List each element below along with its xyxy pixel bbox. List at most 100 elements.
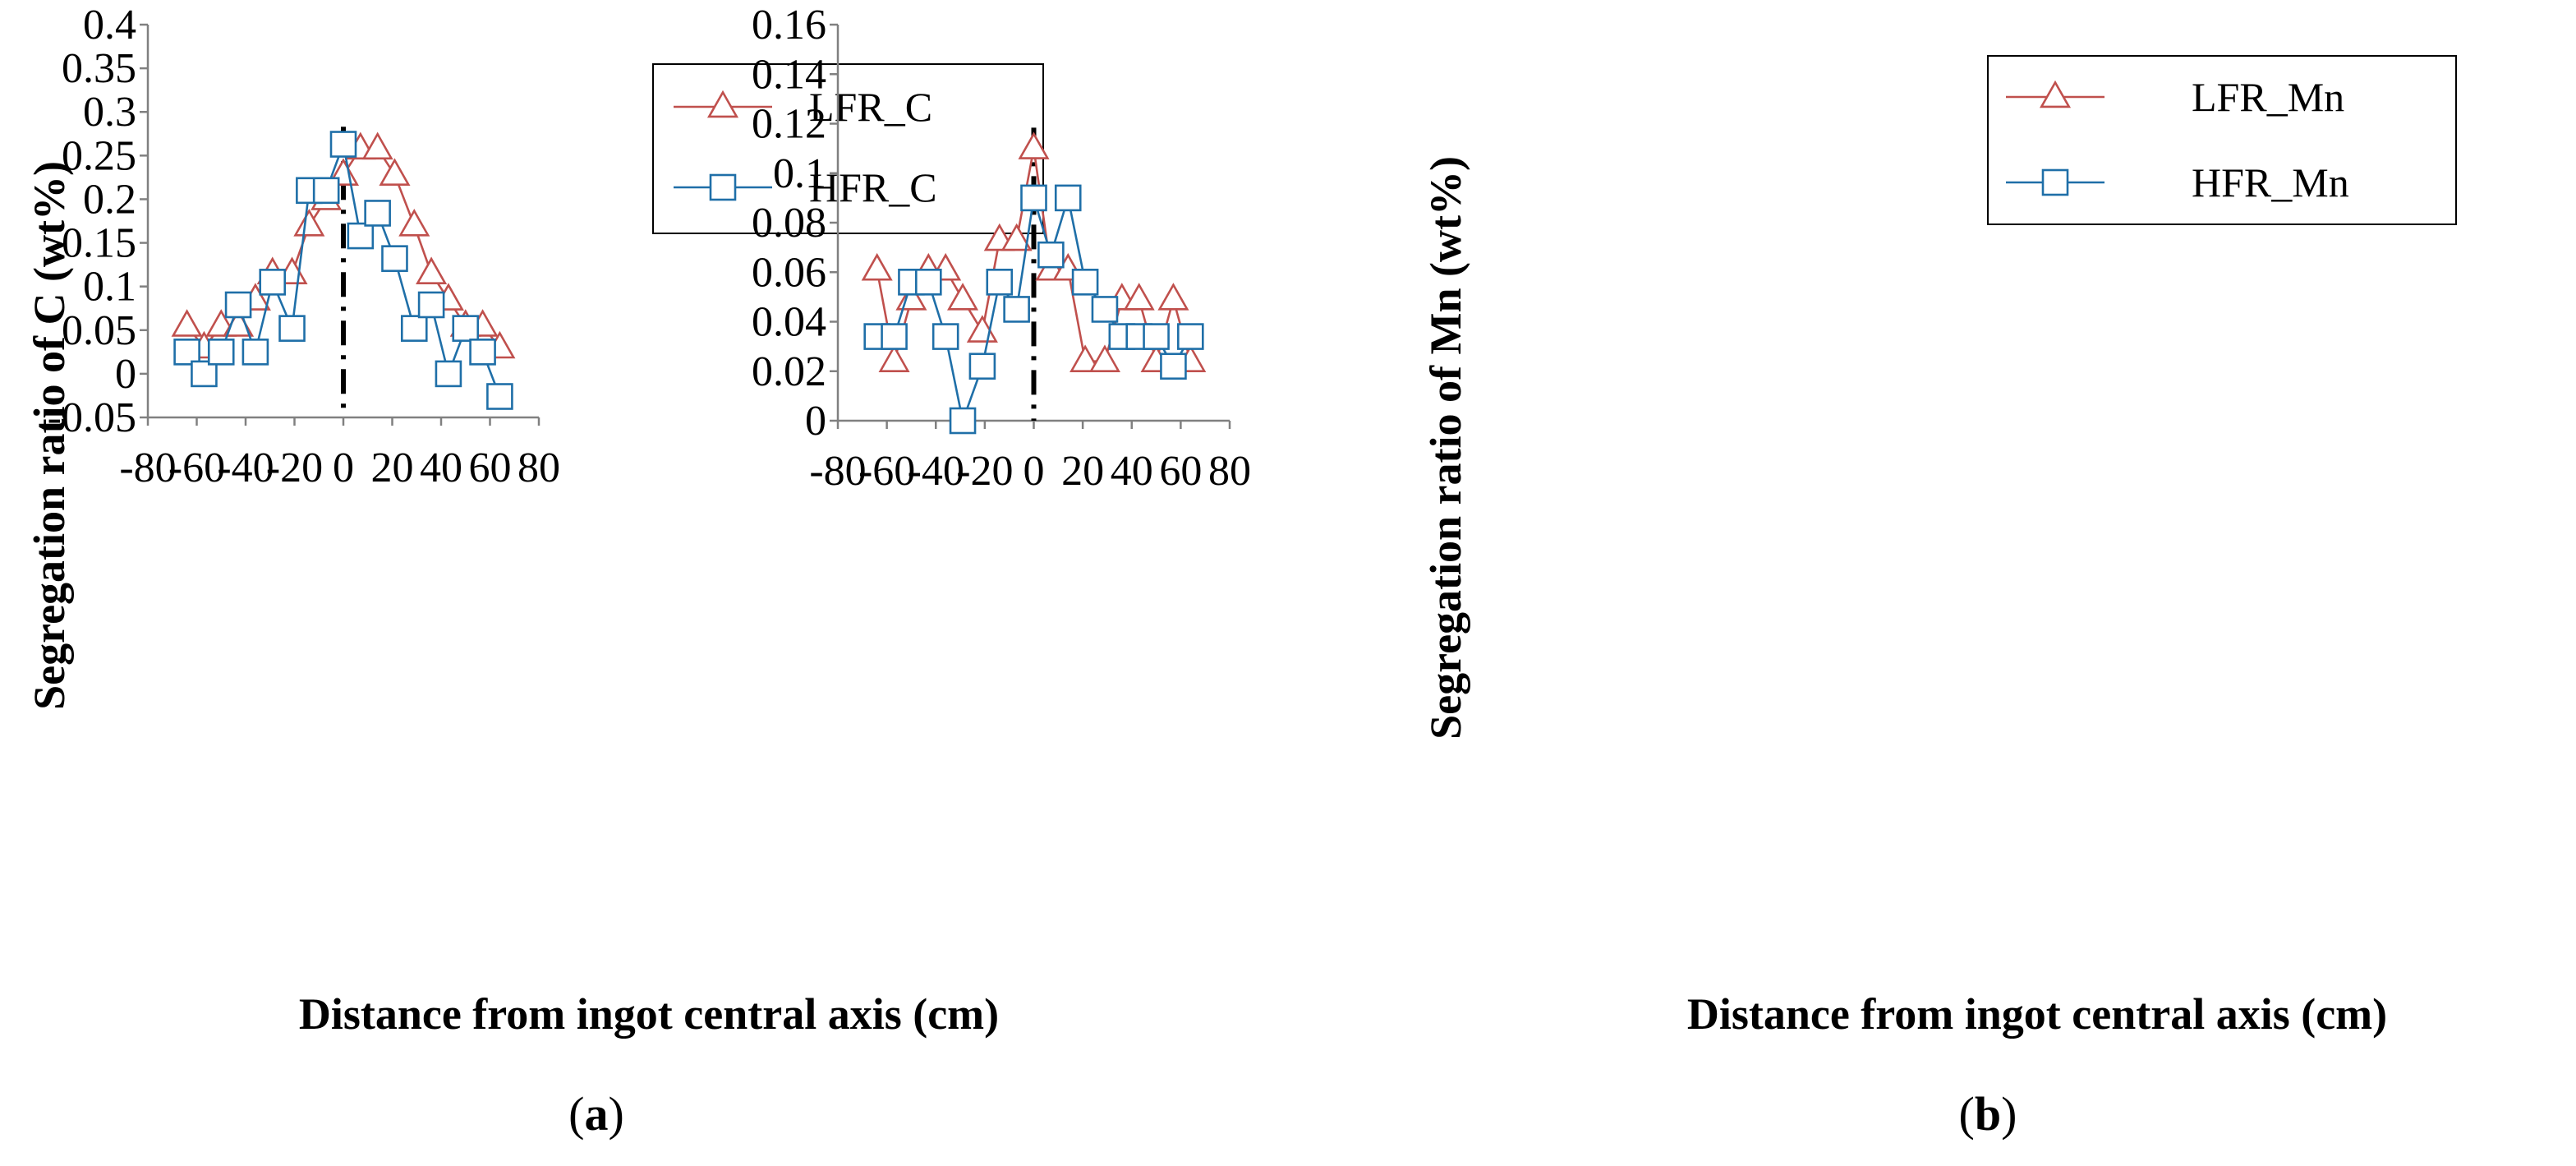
data-point [1091, 296, 1119, 323]
y-tick-label: 0.2 [83, 176, 136, 223]
y-tick-label: 0.1 [773, 150, 826, 197]
data-point [486, 383, 513, 410]
y-tick-label: 0 [115, 351, 136, 398]
data-point [278, 315, 306, 342]
caption-close: ) [2001, 1087, 2017, 1141]
x-tick-label: 80 [518, 445, 560, 491]
y-tick-label: 0.02 [752, 348, 826, 395]
data-point [881, 323, 908, 350]
data-point [361, 131, 393, 160]
y-axis-title: Segregation ratio of C (wt%) [25, 161, 74, 710]
data-point [932, 323, 959, 350]
y-tick-label: 0.04 [752, 299, 826, 346]
data-point [1071, 268, 1099, 296]
y-tick-label: 0.1 [83, 264, 136, 311]
caption-letter: b [1975, 1087, 2001, 1141]
data-point [469, 339, 496, 366]
x-tick-label: -80 [809, 448, 866, 495]
data-point [347, 222, 375, 250]
panel-caption: (a) [568, 1087, 624, 1141]
legend: LFR_C HFR_C [652, 63, 1044, 234]
caption-open: ( [568, 1087, 584, 1141]
x-tick-label: -40 [217, 445, 274, 491]
y-tick-label: 0.14 [752, 51, 826, 98]
data-point [398, 209, 430, 237]
legend-label: LFR_C [809, 84, 932, 130]
data-point [379, 158, 411, 186]
data-point [293, 209, 325, 237]
data-point [191, 360, 218, 388]
y-tick-label: 0.25 [62, 132, 136, 179]
x-tick-label: 0 [1024, 448, 1045, 495]
series-HFR_Mn [863, 184, 1204, 435]
data-point [915, 268, 942, 296]
data-point [171, 309, 203, 337]
x-tick-label: -20 [266, 445, 323, 491]
data-point [1157, 283, 1189, 311]
data-point [1018, 131, 1050, 159]
data-point [878, 344, 910, 372]
data-point [400, 315, 428, 342]
data-point [173, 339, 200, 366]
legend-marker [706, 90, 739, 118]
data-point [259, 269, 287, 296]
legend-label: HFR_Mn [2192, 159, 2349, 205]
y-tick-label: 0.3 [83, 89, 136, 136]
data-point [1037, 241, 1065, 269]
data-point [986, 268, 1014, 296]
series-HFR_C [173, 131, 513, 410]
data-point [1000, 223, 1033, 251]
y-tick-label: 0.15 [62, 220, 136, 267]
x-tick-label: 20 [371, 445, 414, 491]
panel-caption: (b) [1959, 1087, 2017, 1141]
data-point [452, 315, 480, 342]
data-point [968, 353, 996, 380]
y-tick-label: -0.05 [48, 394, 136, 441]
x-tick-label: -60 [858, 448, 915, 495]
data-point [1003, 296, 1030, 323]
x-axis-title: Distance from ingot central axis (cm) [1687, 989, 2387, 1039]
x-tick-label: -60 [168, 445, 225, 491]
data-point [435, 360, 462, 388]
data-point [949, 407, 977, 435]
y-tick-label: 0.35 [62, 45, 136, 92]
data-point [417, 291, 445, 319]
x-tick-label: 20 [1061, 448, 1104, 495]
legend-marker [2041, 168, 2069, 196]
data-point [242, 339, 269, 366]
data-point [1177, 323, 1204, 350]
data-point [861, 252, 893, 281]
data-point [947, 283, 979, 311]
legend-label: HFR_C [809, 164, 937, 210]
data-point [1020, 184, 1047, 212]
chart-panel-b: 00.020.040.060.080.10.120.140.16 -80-60-… [752, 2, 2457, 1141]
data-point [381, 245, 408, 272]
caption-open: ( [1959, 1087, 1975, 1141]
data-point [364, 200, 391, 227]
x-tick-label: 60 [1159, 448, 1202, 495]
data-point [1123, 283, 1155, 311]
data-point [224, 291, 252, 319]
x-tick-label: 60 [469, 445, 512, 491]
legend-marker [709, 173, 737, 201]
y-tick-label: 0.08 [752, 200, 826, 247]
x-tick-label: -80 [119, 445, 176, 491]
data-point [329, 131, 357, 158]
data-point [1160, 353, 1187, 380]
data-point [1143, 323, 1170, 350]
y-tick-label: 0.4 [83, 2, 136, 48]
x-tick-label: -20 [956, 448, 1013, 495]
data-point [312, 177, 340, 205]
x-tick-label: 40 [420, 445, 462, 491]
legend-marker [2039, 80, 2072, 108]
data-point [1088, 344, 1120, 372]
data-point [1070, 344, 1102, 372]
data-point [207, 339, 235, 366]
x-tick-label: 40 [1111, 448, 1153, 495]
legend-box [1987, 55, 2457, 225]
caption-close: ) [609, 1087, 624, 1141]
data-point [416, 256, 448, 285]
y-tick-label: 0.05 [62, 307, 136, 354]
